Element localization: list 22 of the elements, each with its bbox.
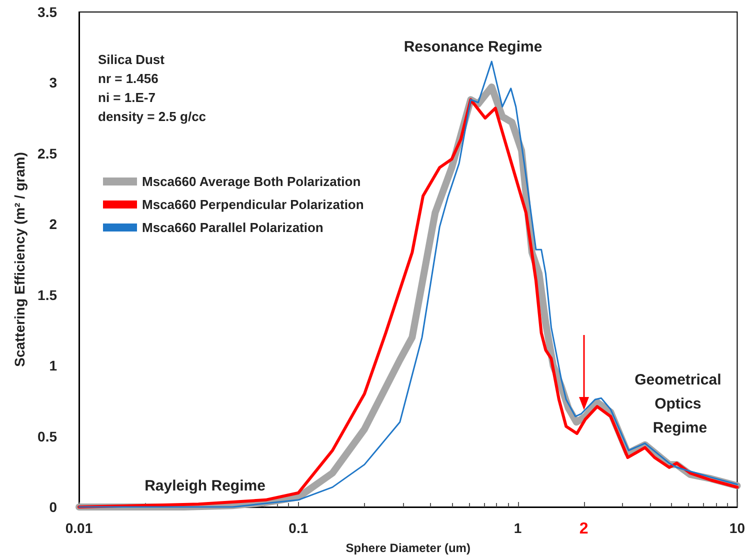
y-tick-label: 2 xyxy=(49,216,58,232)
annotation: Silica Dust nr = 1.456 ni = 1.E-7 density = 2.5 g/cc xyxy=(98,52,206,124)
y-tick-label: 3 xyxy=(49,74,58,91)
y-tick-label: 0 xyxy=(49,499,58,515)
y-tick-label: 1.5 xyxy=(38,286,58,303)
x-tick-label: 1 xyxy=(514,520,522,536)
annotation: Rayleigh Regime xyxy=(144,478,266,494)
y-tick-label: 2.5 xyxy=(38,145,58,162)
legend-label: Msca660 Perpendicular Polarization xyxy=(142,197,364,212)
annotation: Geometrical Optics Regime xyxy=(634,372,726,436)
y-axis-title: Scattering Efficiency (m² / gram) xyxy=(12,152,28,367)
y-tick-label: 3.5 xyxy=(38,4,58,20)
legend-label: Msca660 Parallel Polarization xyxy=(142,220,324,235)
y-tick-label: 0.5 xyxy=(38,428,58,444)
x-tick-label: 0.1 xyxy=(288,520,308,536)
x-tick-label: 10 xyxy=(729,520,746,536)
x-tick-label: 2 xyxy=(579,520,588,538)
x-tick-label: 0.01 xyxy=(65,520,93,536)
x-axis-title: Sphere Diameter (um) xyxy=(346,540,470,555)
legend-label: Msca660 Average Both Polarization xyxy=(142,174,361,189)
y-tick-label: 1 xyxy=(49,358,58,374)
annotation: Resonance Regime xyxy=(404,38,542,56)
